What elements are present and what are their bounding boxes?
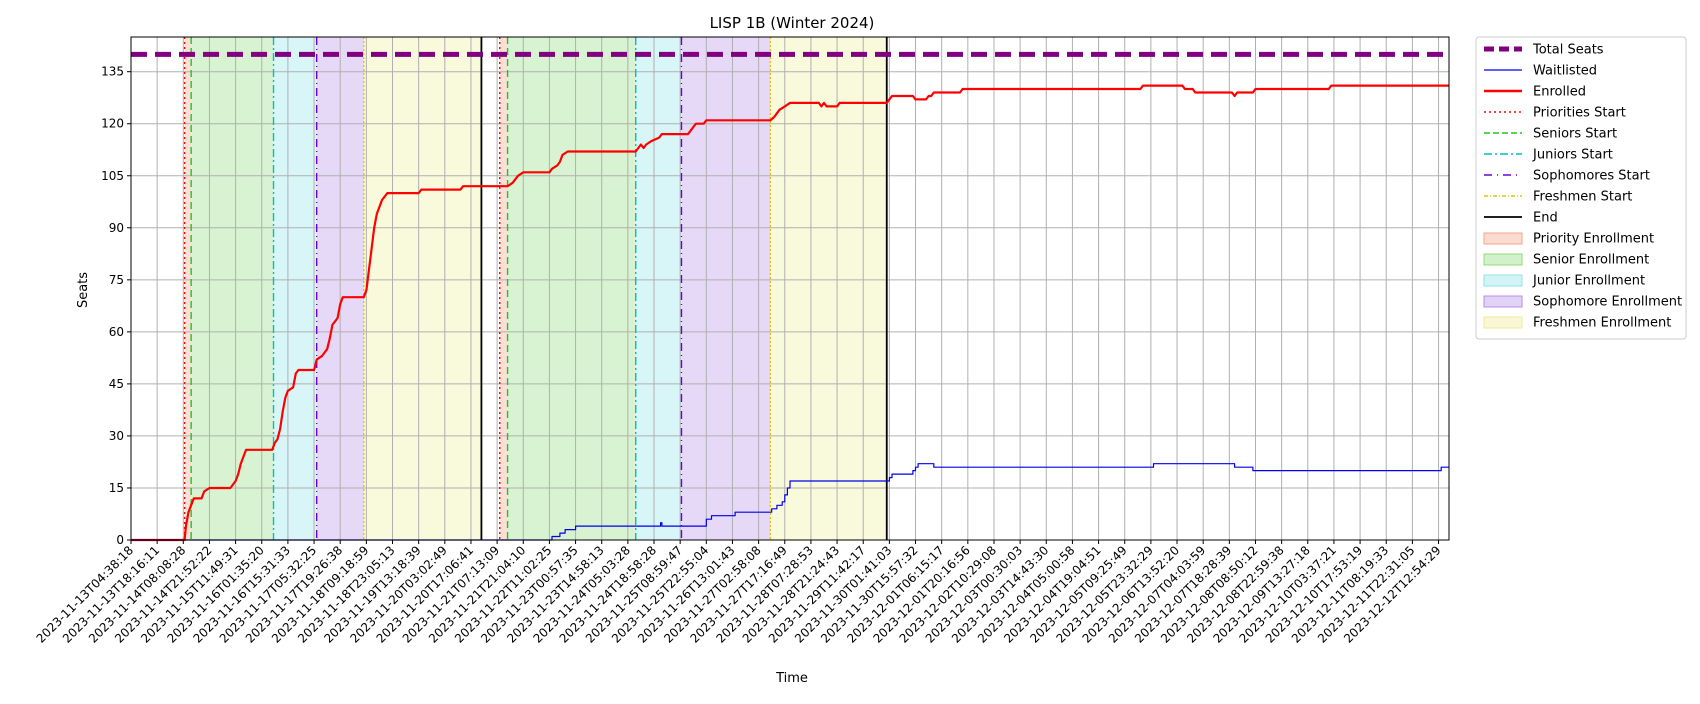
y-tick-label: 30 — [109, 429, 124, 443]
phase-lines — [183, 37, 888, 540]
legend-label-sophomore-enrollment: Sophomore Enrollment — [1533, 295, 1682, 310]
legend-label-total-seats: Total Seats — [1532, 43, 1604, 58]
enrollment-regions — [184, 37, 887, 540]
legend-label-seniors-start: Seniors Start — [1533, 127, 1617, 142]
legend-swatch-senior-enrollment — [1483, 253, 1523, 266]
legend-label-enrolled: Enrolled — [1533, 85, 1586, 100]
legend-label-juniors-start: Juniors Start — [1532, 148, 1613, 163]
region-sophomore-enrollment — [681, 37, 771, 540]
y-tick-label: 120 — [101, 117, 124, 131]
legend-label-sophomores-start: Sophomores Start — [1533, 169, 1650, 184]
region-priority-enrollment — [499, 37, 508, 540]
region-senior-enrollment — [191, 37, 274, 540]
legend-swatch-sophomore-enrollment — [1483, 295, 1523, 308]
legend-label-senior-enrollment: Senior Enrollment — [1533, 253, 1649, 268]
region-priority-enrollment — [184, 37, 192, 540]
series-waitlisted — [131, 463, 1449, 541]
region-freshmen-enrollment — [770, 37, 887, 540]
legend-label-junior-enrollment: Junior Enrollment — [1532, 274, 1645, 289]
legend: Total Seats Waitlisted Enrolled Priorities … — [1475, 36, 1687, 340]
x-axis-label: Time — [775, 671, 808, 686]
grid-lines — [130, 37, 1449, 541]
legend-swatch-freshmen-enrollment — [1483, 316, 1523, 329]
legend-label-priorities-start: Priorities Start — [1533, 106, 1626, 121]
y-tick-label: 45 — [109, 377, 124, 391]
chart-title: LISP 1B (Winter 2024) — [710, 14, 875, 32]
legend-label-priority-enrollment: Priority Enrollment — [1533, 232, 1654, 247]
data-series — [131, 51, 1449, 542]
legend-label-freshmen-start: Freshmen Start — [1533, 190, 1632, 205]
y-tick-label: 15 — [109, 481, 124, 495]
plot-frame — [130, 36, 1450, 541]
legend-box — [1475, 36, 1687, 340]
y-axis-ticks: 0 15 30 45 60 75 90 105 120 135 — [101, 65, 131, 547]
series-enrolled — [131, 84, 1449, 542]
region-freshmen-enrollment — [363, 37, 482, 540]
legend-swatch-junior-enrollment — [1483, 274, 1523, 287]
legend-label-waitlisted: Waitlisted — [1533, 64, 1597, 79]
y-tick-label: 75 — [109, 273, 124, 287]
y-axis-label: Seats — [76, 272, 91, 308]
y-tick-label: 105 — [101, 169, 124, 183]
legend-label-freshmen-enrollment: Freshmen Enrollment — [1533, 316, 1671, 331]
y-tick-label: 0 — [116, 533, 124, 547]
region-junior-enrollment — [635, 37, 682, 540]
y-tick-label: 60 — [109, 325, 124, 339]
region-senior-enrollment — [507, 37, 636, 540]
legend-label-end: End — [1533, 211, 1558, 226]
legend-swatch-priority-enrollment — [1483, 232, 1523, 245]
y-tick-label: 135 — [101, 65, 124, 79]
region-junior-enrollment — [273, 37, 317, 540]
y-tick-label: 90 — [109, 221, 124, 235]
